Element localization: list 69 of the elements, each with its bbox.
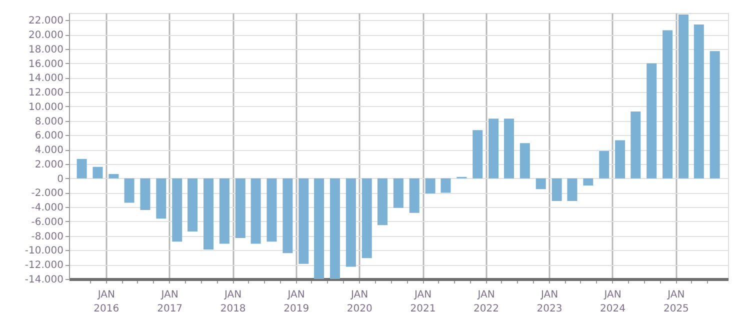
bar <box>615 140 626 178</box>
y-tick-label: -2.000 <box>31 188 64 200</box>
bar <box>504 118 514 178</box>
x-tick-label: JAN 2019 <box>284 290 310 313</box>
bar <box>409 178 420 213</box>
y-tick-label: 22.000 <box>28 16 64 27</box>
x-tick-label: JAN 2025 <box>663 290 689 313</box>
y-tick-label: 0 <box>57 174 64 185</box>
y-tick-label: 14.000 <box>28 73 64 84</box>
y-tick-label: 18.000 <box>28 44 64 56</box>
bar <box>346 178 356 267</box>
bar <box>694 24 704 178</box>
y-tick-label: 16.000 <box>28 58 64 70</box>
x-tick-label: JAN 2023 <box>536 290 562 313</box>
bar <box>393 178 404 208</box>
bar <box>362 178 372 258</box>
bar <box>282 178 293 254</box>
bar <box>567 178 578 201</box>
bar <box>536 178 546 190</box>
bar <box>156 178 166 219</box>
x-tick-label: JAN 2018 <box>220 290 246 313</box>
x-tick-label: JAN 2024 <box>600 290 626 313</box>
bar <box>140 178 150 210</box>
bar <box>298 178 309 264</box>
x-tick-label: JAN 2020 <box>346 290 372 313</box>
bar <box>472 130 483 178</box>
y-tick-label: -12.000 <box>24 260 64 272</box>
y-tick-label: 20.000 <box>28 30 64 42</box>
x-tick-label: JAN 2016 <box>94 290 120 313</box>
bar <box>377 178 388 226</box>
bar <box>250 178 261 244</box>
bar <box>678 14 688 178</box>
bar <box>76 158 87 178</box>
bar <box>108 174 119 178</box>
bar <box>266 178 277 242</box>
y-tick-label: -10.000 <box>24 246 64 257</box>
bar <box>188 178 198 232</box>
bar <box>599 151 610 178</box>
bar <box>440 178 451 193</box>
bar <box>314 178 324 279</box>
y-tick-label: 4.000 <box>34 145 64 156</box>
y-tick-label: 8.000 <box>34 116 64 128</box>
bar <box>425 178 436 194</box>
bar <box>330 178 340 279</box>
bar <box>219 178 230 244</box>
bar <box>646 63 657 178</box>
x-tick-label: JAN 2022 <box>474 290 499 313</box>
bar <box>203 178 214 250</box>
bar <box>552 178 562 201</box>
bar <box>172 178 182 242</box>
y-tick-label: 2.000 <box>34 159 64 170</box>
y-tick-label: -6.000 <box>31 216 64 228</box>
bar <box>583 178 594 186</box>
bar <box>488 118 499 178</box>
bar <box>662 30 673 178</box>
x-tick-label: JAN 2021 <box>410 290 436 313</box>
bar <box>710 51 720 178</box>
y-tick-label: 10.000 <box>28 102 64 113</box>
bar <box>124 178 134 203</box>
bar <box>520 143 530 178</box>
bar <box>92 166 103 178</box>
y-tick-label: -4.000 <box>31 202 64 214</box>
y-tick-label: 6.000 <box>34 130 64 142</box>
y-tick-label: -14.000 <box>24 274 64 286</box>
bar <box>235 178 246 238</box>
y-tick-label: 12.000 <box>28 88 64 99</box>
bar <box>630 111 641 178</box>
x-tick-label: JAN 2017 <box>157 290 183 313</box>
y-tick-label: -8.000 <box>31 231 64 242</box>
